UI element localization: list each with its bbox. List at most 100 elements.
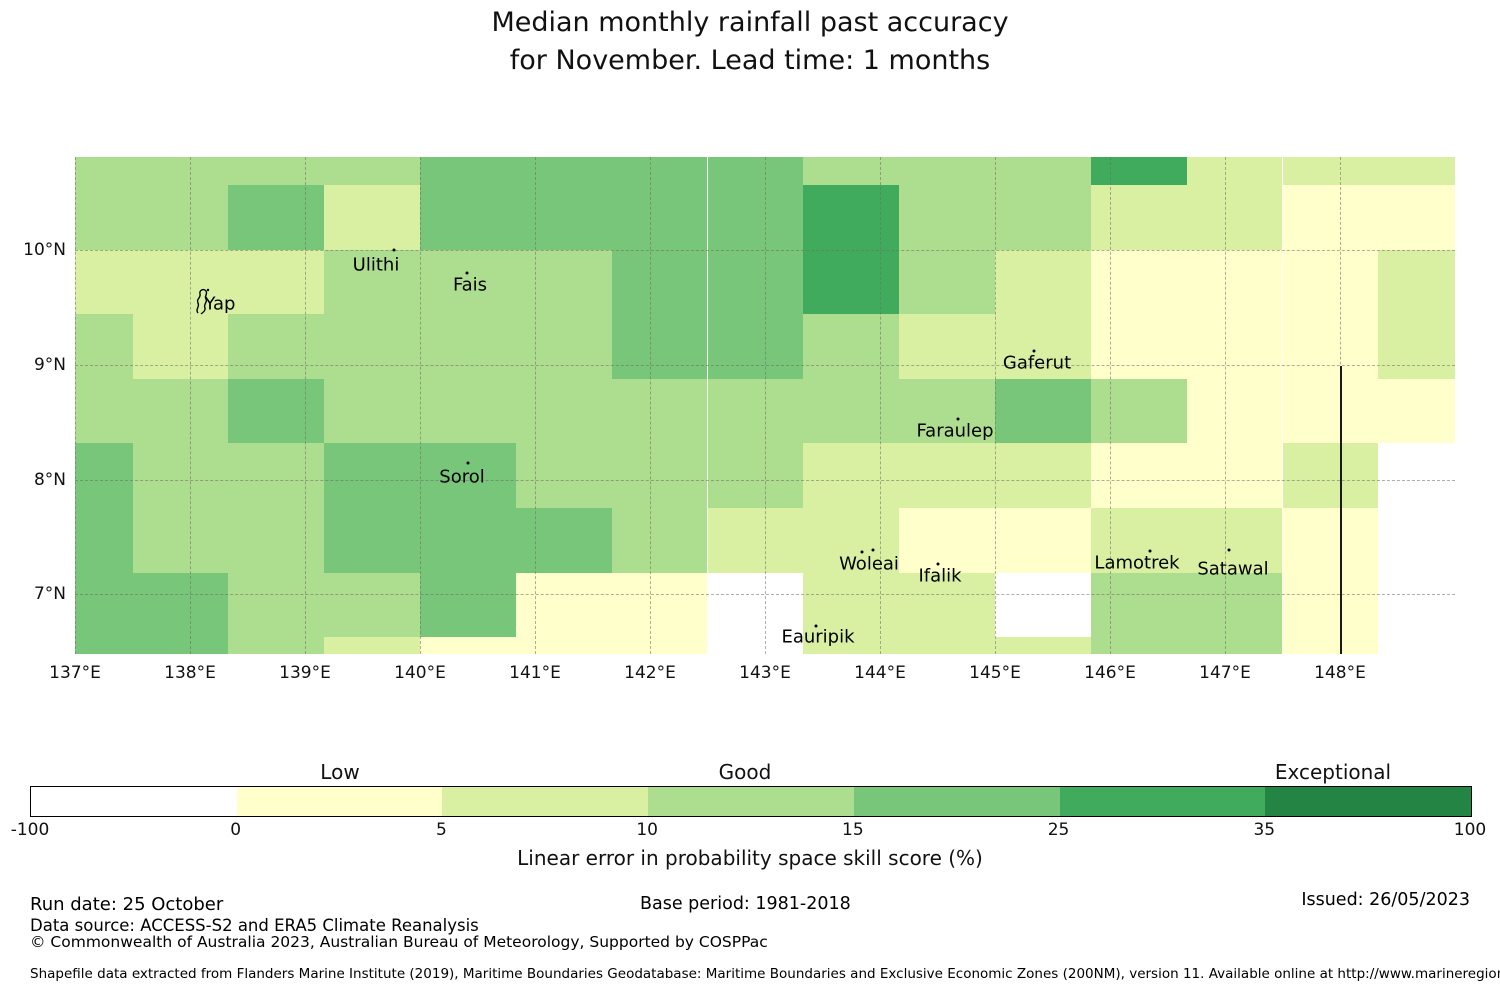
- colorbar-segment: [853, 787, 1060, 816]
- map-cell: [1090, 185, 1187, 250]
- map-cell: [707, 636, 804, 655]
- map-cell: [1282, 443, 1379, 509]
- chart-title: Median monthly rainfall past accuracy fo…: [0, 4, 1500, 80]
- map-cell: [1186, 379, 1283, 444]
- y-axis-tick-label: 9°N: [33, 354, 66, 375]
- yap-island-outline: [196, 288, 210, 315]
- gridline-meridian: [535, 157, 536, 655]
- map-cell: [515, 157, 612, 186]
- map-cell: [1186, 508, 1283, 573]
- island-marker-dot: [392, 248, 396, 252]
- x-axis-tick-label: 143°E: [739, 663, 791, 683]
- y-axis-tick-label: 8°N: [33, 469, 66, 490]
- gridline-parallel: [75, 364, 1455, 366]
- island-marker-dot: [956, 417, 960, 421]
- map-cell: [132, 443, 229, 509]
- map-cell: [995, 443, 1091, 509]
- island-marker-dot: [466, 461, 470, 465]
- map-cell: [1090, 379, 1187, 444]
- map-cell: [228, 443, 325, 509]
- map-cell: [228, 508, 325, 573]
- map-cell: [228, 157, 325, 186]
- x-axis-tick-label: 144°E: [854, 663, 906, 683]
- map-cell: [515, 572, 612, 637]
- map-cell: [420, 636, 516, 655]
- map-cell: [1282, 250, 1379, 315]
- map-cell: [803, 508, 900, 573]
- colorbar-tick-label: 35: [1253, 820, 1276, 840]
- map-cell: [515, 314, 612, 380]
- map-cell: [707, 443, 804, 509]
- map-cell: [420, 508, 516, 573]
- map-cell: [803, 314, 900, 380]
- y-axis-tick-label: 10°N: [23, 240, 66, 260]
- map-cell: [228, 636, 325, 655]
- gridline-parallel: [75, 594, 1455, 596]
- map-cell: [995, 636, 1091, 655]
- map-cell: [1378, 250, 1455, 315]
- map-cell: [899, 636, 995, 655]
- gridline-meridian: [190, 157, 191, 655]
- gridline-parallel: [75, 479, 1455, 481]
- map-cell: [611, 250, 708, 315]
- map-cell: [995, 250, 1091, 315]
- map-cell: [324, 508, 420, 573]
- map-cell: [1378, 443, 1455, 509]
- map-cell: [515, 443, 612, 509]
- map-cell: [803, 250, 900, 315]
- map-cell: [707, 572, 804, 637]
- island-label: Satawal: [1197, 558, 1269, 580]
- colorbar-category-label: Exceptional: [1274, 760, 1392, 784]
- map-cell: [611, 572, 708, 637]
- island-marker-dot: [860, 550, 864, 554]
- map-cell: [1282, 379, 1379, 444]
- map-cell: [324, 636, 420, 655]
- map-cell: [899, 185, 995, 250]
- map-cell: [1090, 314, 1187, 380]
- footer-base-period: Base period: 1981-2018: [640, 894, 851, 914]
- map-cell: [228, 572, 325, 637]
- map-cell: [75, 443, 133, 509]
- footer-data-source: Data source: ACCESS-S2 and ERA5 Climate …: [30, 916, 479, 935]
- map-cell: [803, 636, 900, 655]
- x-axis-tick-label: 138°E: [164, 663, 216, 683]
- map-cell: [611, 443, 708, 509]
- x-axis-tick-label: 148°E: [1314, 663, 1366, 683]
- island-marker-dot: [1148, 549, 1152, 553]
- colorbar-segment: [31, 787, 237, 816]
- colorbar-segment: [236, 787, 443, 816]
- map-cell: [515, 636, 612, 655]
- map-cell: [75, 508, 133, 573]
- footer-run-date: Run date: 25 October: [30, 894, 224, 915]
- island-label: Woleai: [839, 553, 899, 575]
- colorbar-tick-label: 10: [636, 820, 658, 840]
- island-label: Gaferut: [1002, 352, 1072, 374]
- colorbar-tick-label: 0: [230, 820, 242, 840]
- island-label: Eauripik: [781, 626, 855, 648]
- map-cell: [228, 379, 325, 444]
- map-cell: [1282, 572, 1379, 637]
- map-cell: [420, 314, 516, 380]
- map-cell: [611, 379, 708, 444]
- map-cell: [707, 508, 804, 573]
- colorbar: [30, 786, 1472, 817]
- map-cell: [899, 314, 995, 380]
- map-cell: [1090, 157, 1187, 186]
- map-cell: [228, 314, 325, 380]
- map-cell: [1090, 572, 1187, 637]
- map-cell: [420, 185, 516, 250]
- map-cell: [803, 185, 900, 250]
- map-cell: [324, 185, 420, 250]
- map-cell: [324, 572, 420, 637]
- map-cell: [611, 508, 708, 573]
- map-cell: [995, 314, 1091, 380]
- gridline-meridian: [75, 157, 76, 655]
- island-label: Faraulep: [916, 420, 994, 442]
- map-cell: [611, 636, 708, 655]
- island-label: Ulithi: [352, 254, 400, 276]
- gridline-meridian: [880, 157, 881, 655]
- map-cell: [132, 379, 229, 444]
- map-cell: [324, 157, 420, 186]
